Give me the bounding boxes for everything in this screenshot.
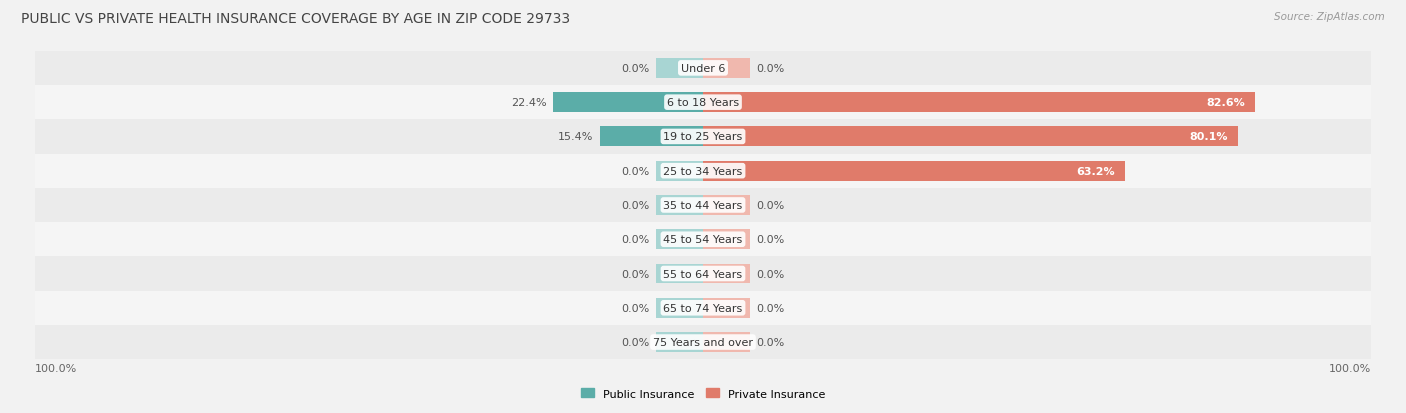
Bar: [657, 264, 703, 284]
Text: 0.0%: 0.0%: [756, 303, 785, 313]
Bar: [35, 188, 1371, 223]
Text: 0.0%: 0.0%: [756, 269, 785, 279]
Text: 0.0%: 0.0%: [756, 64, 785, 74]
Bar: [657, 298, 703, 318]
Text: 0.0%: 0.0%: [756, 235, 785, 244]
Bar: [35, 325, 1371, 359]
Text: 63.2%: 63.2%: [1077, 166, 1115, 176]
Bar: [35, 291, 1371, 325]
Text: 0.0%: 0.0%: [621, 303, 650, 313]
Text: 100.0%: 100.0%: [1329, 363, 1371, 373]
Text: 65 to 74 Years: 65 to 74 Years: [664, 303, 742, 313]
Text: Source: ZipAtlas.com: Source: ZipAtlas.com: [1274, 12, 1385, 22]
Text: 100.0%: 100.0%: [35, 363, 77, 373]
Bar: [703, 264, 749, 284]
Bar: [35, 86, 1371, 120]
Text: 0.0%: 0.0%: [621, 200, 650, 211]
Bar: [703, 195, 749, 216]
Bar: [35, 52, 1371, 86]
Text: Under 6: Under 6: [681, 64, 725, 74]
Text: 0.0%: 0.0%: [756, 337, 785, 347]
Text: 22.4%: 22.4%: [512, 98, 547, 108]
Text: 25 to 34 Years: 25 to 34 Years: [664, 166, 742, 176]
Text: 0.0%: 0.0%: [621, 269, 650, 279]
Bar: [600, 127, 703, 147]
Text: 0.0%: 0.0%: [621, 166, 650, 176]
Bar: [703, 59, 749, 78]
Text: 19 to 25 Years: 19 to 25 Years: [664, 132, 742, 142]
Text: 35 to 44 Years: 35 to 44 Years: [664, 200, 742, 211]
Bar: [35, 257, 1371, 291]
Bar: [657, 332, 703, 352]
Bar: [657, 59, 703, 78]
Bar: [35, 120, 1371, 154]
Legend: Public Insurance, Private Insurance: Public Insurance, Private Insurance: [576, 384, 830, 403]
Bar: [657, 195, 703, 216]
Bar: [703, 161, 1125, 181]
Bar: [554, 93, 703, 113]
Bar: [703, 230, 749, 249]
Bar: [657, 230, 703, 249]
Text: 82.6%: 82.6%: [1206, 98, 1244, 108]
Text: 80.1%: 80.1%: [1189, 132, 1227, 142]
Bar: [35, 154, 1371, 188]
Bar: [35, 223, 1371, 257]
Text: 0.0%: 0.0%: [621, 235, 650, 244]
Text: 0.0%: 0.0%: [621, 337, 650, 347]
Text: 0.0%: 0.0%: [756, 200, 785, 211]
Bar: [657, 161, 703, 181]
Text: 75 Years and over: 75 Years and over: [652, 337, 754, 347]
Text: 0.0%: 0.0%: [621, 64, 650, 74]
Text: 15.4%: 15.4%: [558, 132, 593, 142]
Text: 55 to 64 Years: 55 to 64 Years: [664, 269, 742, 279]
Text: PUBLIC VS PRIVATE HEALTH INSURANCE COVERAGE BY AGE IN ZIP CODE 29733: PUBLIC VS PRIVATE HEALTH INSURANCE COVER…: [21, 12, 571, 26]
Bar: [703, 127, 1237, 147]
Text: 6 to 18 Years: 6 to 18 Years: [666, 98, 740, 108]
Bar: [703, 332, 749, 352]
Bar: [703, 93, 1254, 113]
Bar: [703, 298, 749, 318]
Text: 45 to 54 Years: 45 to 54 Years: [664, 235, 742, 244]
